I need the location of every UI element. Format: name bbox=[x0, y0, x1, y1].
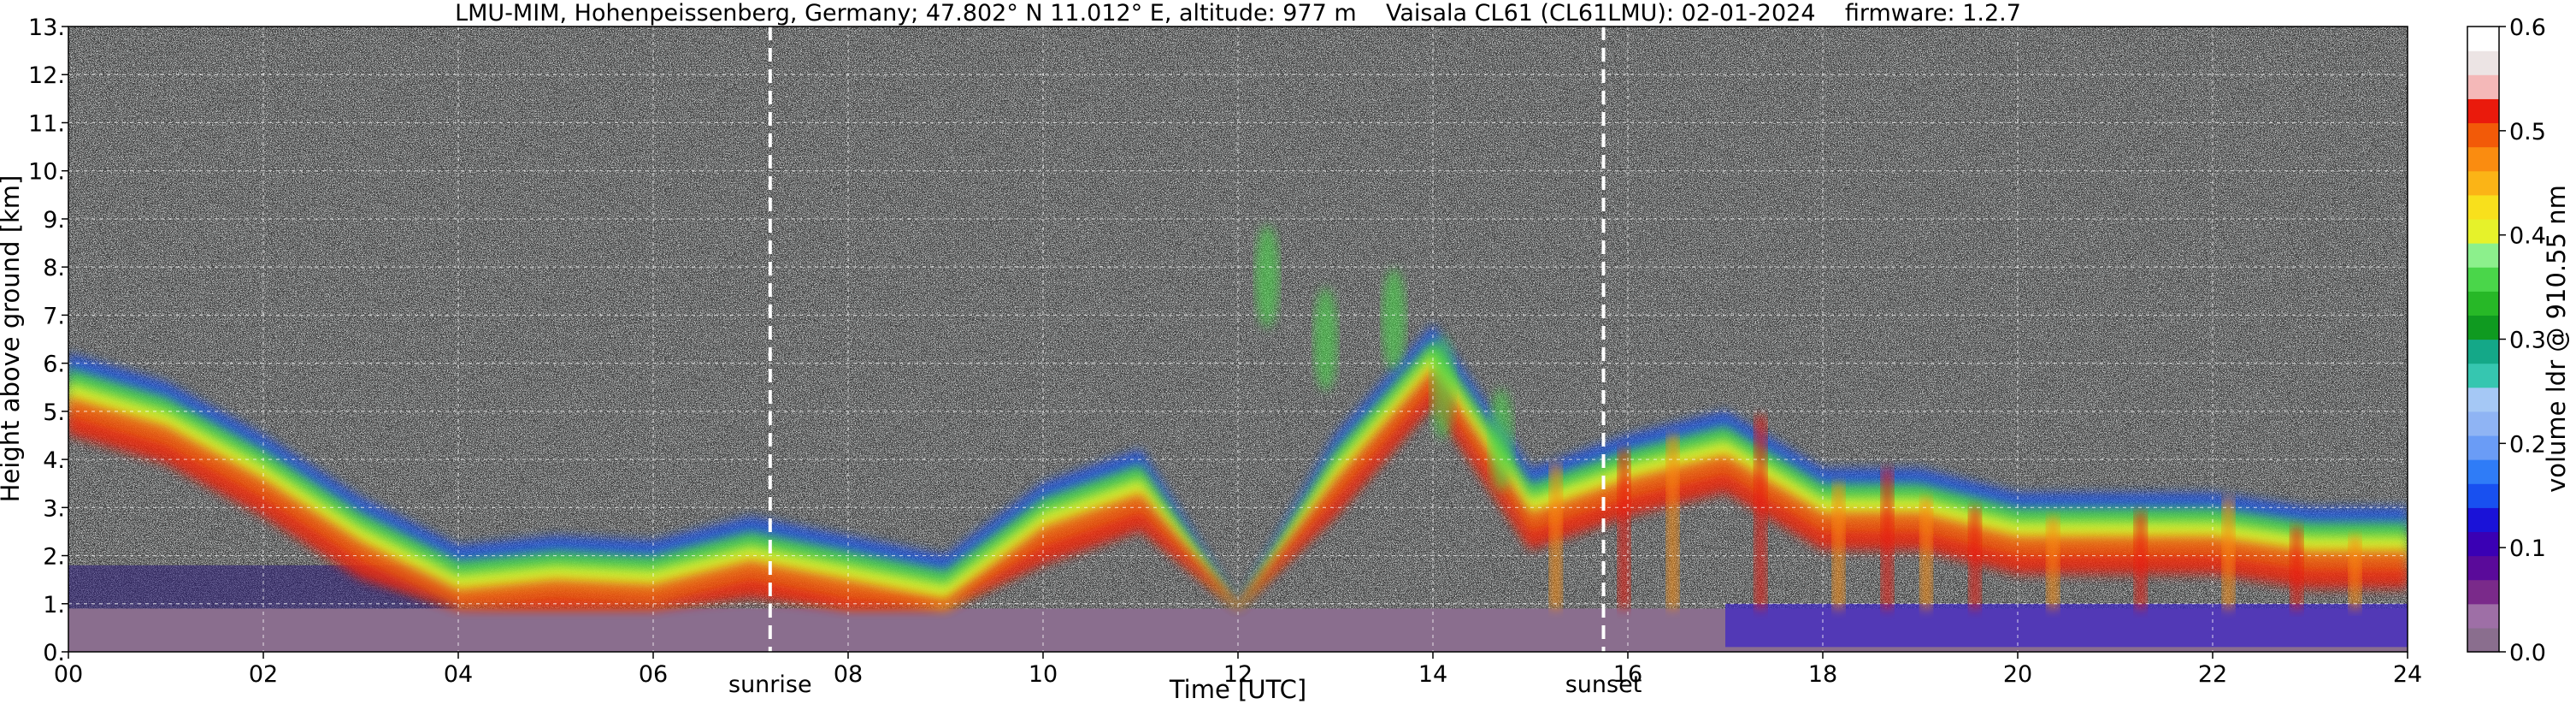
chart-title: LMU-MIM, Hohenpeissenberg, Germany; 47.8… bbox=[455, 0, 2021, 27]
colorbar-segment bbox=[2467, 74, 2499, 99]
sun-event-lines bbox=[768, 27, 1606, 652]
late-low-layer bbox=[1725, 603, 2408, 648]
x-axis-ticks: 00 02 04 06 08 10 12 14 16 18 20 22 24 bbox=[54, 652, 2422, 688]
y-tick-label: 4. bbox=[43, 447, 65, 474]
precip-streak bbox=[1920, 498, 1932, 609]
y-tick-label: 1. bbox=[43, 592, 65, 618]
x-tick-label: 20 bbox=[2003, 661, 2032, 688]
precip-streak bbox=[2134, 512, 2147, 609]
high-cloud bbox=[1255, 225, 1280, 328]
precip-streak bbox=[1549, 464, 1562, 609]
colorbar-segment bbox=[2467, 291, 2499, 316]
y-axis-ticks: 0. 1. 2. 3. 4. 5. 6. 7. 8. 9. 10. 11. 12. 13. bbox=[28, 15, 68, 666]
colorbar-segment bbox=[2467, 170, 2499, 196]
x-tick-label: 14 bbox=[1418, 661, 1447, 688]
colorbar-segment bbox=[2467, 363, 2499, 388]
colorbar-segment bbox=[2467, 603, 2499, 629]
x-tick-label: 12 bbox=[1223, 661, 1253, 688]
precip-streak bbox=[1754, 416, 1767, 609]
y-tick-label: 9. bbox=[43, 207, 65, 234]
colorbar-tick-label: 0.0 bbox=[2509, 640, 2546, 666]
high-cloud bbox=[1313, 287, 1338, 391]
x-tick-label: 00 bbox=[54, 661, 83, 688]
x-tick-label: 10 bbox=[1029, 661, 1058, 688]
y-tick-label: 0. bbox=[43, 640, 65, 666]
colorbar-segment bbox=[2467, 627, 2499, 653]
colorbar-tick-label: 0.5 bbox=[2509, 119, 2546, 145]
precip-streak bbox=[1618, 449, 1630, 609]
colorbar-segment bbox=[2467, 146, 2499, 172]
precip-streak bbox=[1666, 435, 1679, 609]
x-tick-label: 02 bbox=[249, 661, 278, 688]
colorbar-segment bbox=[2467, 339, 2499, 364]
annotations: sunrise sunset bbox=[728, 672, 1642, 698]
precip-streak bbox=[1832, 483, 1845, 609]
colorbar-segment bbox=[2467, 315, 2499, 340]
high-cloud bbox=[1488, 388, 1513, 492]
precip-streak bbox=[1881, 469, 1894, 609]
y-tick-label: 2. bbox=[43, 544, 65, 571]
sunrise-label: sunrise bbox=[728, 672, 812, 698]
x-tick-label: 24 bbox=[2393, 661, 2422, 688]
precip-streak bbox=[2222, 498, 2235, 609]
y-axis-label: Height above ground [km] bbox=[0, 175, 25, 503]
colorbar-segment bbox=[2467, 579, 2499, 605]
colorbar-segment bbox=[2467, 98, 2499, 124]
precip-streak bbox=[1969, 507, 1981, 609]
colorbar-tick-label: 0.1 bbox=[2509, 535, 2546, 562]
grid-lines bbox=[68, 27, 2408, 652]
y-tick-label: 11. bbox=[28, 110, 65, 137]
colorbar-segment bbox=[2467, 555, 2499, 581]
colorbar-segment bbox=[2467, 267, 2499, 292]
precip-streak bbox=[2047, 517, 2060, 609]
y-tick-label: 10. bbox=[28, 159, 65, 186]
plot-area bbox=[68, 27, 2408, 652]
colorbar-tick-label: 0.2 bbox=[2509, 431, 2546, 458]
x-tick-label: 18 bbox=[1808, 661, 1837, 688]
colorbar-segment bbox=[2467, 411, 2499, 436]
x-axis-label: Time [UTC] bbox=[1169, 675, 1306, 704]
colorbar-segment bbox=[2467, 483, 2499, 508]
sunset-label: sunset bbox=[1565, 672, 1642, 698]
x-tick-label: 04 bbox=[444, 661, 473, 688]
x-tick-label: 16 bbox=[1613, 661, 1642, 688]
colorbar-tick-label: 0.6 bbox=[2509, 15, 2546, 41]
y-tick-label: 8. bbox=[43, 255, 65, 281]
colorbar-segment bbox=[2467, 387, 2499, 412]
colorbar-segment bbox=[2467, 435, 2499, 460]
high-cloud bbox=[1382, 269, 1406, 372]
high-cloud bbox=[1430, 335, 1455, 439]
colorbar-tick-label: 0.3 bbox=[2509, 328, 2546, 354]
precip-streak bbox=[2349, 536, 2361, 609]
colorbar-segment bbox=[2467, 27, 2499, 51]
colorbar-segment bbox=[2467, 218, 2499, 244]
colorbar-segment bbox=[2467, 50, 2499, 75]
y-tick-label: 5. bbox=[43, 399, 65, 426]
y-tick-label: 7. bbox=[43, 303, 65, 329]
x-tick-label: 22 bbox=[2198, 661, 2227, 688]
y-tick-label: 3. bbox=[43, 495, 65, 522]
colorbar-segment bbox=[2467, 459, 2499, 484]
colorbar-tick-label: 0.4 bbox=[2509, 223, 2546, 250]
colorbar-segment bbox=[2467, 531, 2499, 557]
x-tick-label: 06 bbox=[639, 661, 668, 688]
colorbar: 0.0 0.1 0.2 0.3 0.4 0.5 0.6 bbox=[2467, 15, 2546, 666]
y-tick-label: 6. bbox=[43, 352, 65, 378]
colorbar-segment bbox=[2467, 507, 2499, 533]
colorbar-segment bbox=[2467, 243, 2499, 268]
colorbar-segment bbox=[2467, 194, 2499, 220]
precip-streak bbox=[2290, 526, 2303, 609]
x-tick-label: 08 bbox=[834, 661, 863, 688]
colorbar-label: volume ldr @ 910.55 nm bbox=[2542, 185, 2571, 493]
y-tick-label: 12. bbox=[28, 62, 65, 89]
y-tick-label: 13. bbox=[28, 15, 65, 41]
colorbar-segment bbox=[2467, 122, 2499, 148]
